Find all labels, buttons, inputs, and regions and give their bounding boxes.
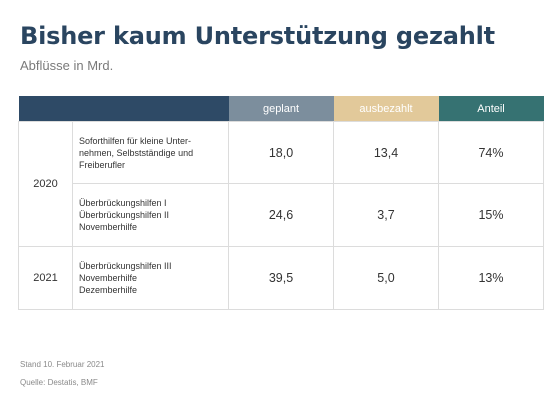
table-row: 2021 Überbrückungshilfen III Novemberhil…: [18, 246, 544, 310]
header-paid: ausbezahlt: [333, 96, 439, 122]
paid-value: 5,0: [333, 246, 439, 310]
share-value: 15%: [438, 183, 544, 247]
footer-date: Stand 10. Februar 2021: [20, 360, 105, 369]
year-cell-2021: 2021: [18, 246, 73, 310]
program-line: Freiberufler: [79, 159, 126, 170]
paid-value: 3,7: [333, 183, 439, 247]
program-line: Überbrückungshilfen I: [79, 198, 167, 208]
program-line: Novemberhilfe: [79, 273, 138, 283]
header-planned: geplant: [228, 96, 334, 122]
program-line: Überbrückungshilfen III: [79, 261, 172, 271]
program-line: Überbrückungshilfen II: [79, 210, 170, 220]
chart-title: Bisher kaum Unterstützung gezahlt: [20, 22, 495, 50]
share-value: 13%: [438, 246, 544, 310]
table-row: 2020 Soforthilfen für kleine Unter- nehm…: [18, 121, 544, 247]
header-share: Anteil: [438, 96, 544, 122]
header-blank: [18, 96, 229, 122]
planned-value: 18,0: [228, 121, 334, 184]
program-cell: Überbrückungshilfen I Überbrückungshilfe…: [72, 183, 229, 247]
planned-value: 39,5: [228, 246, 334, 310]
paid-value: 13,4: [333, 121, 439, 184]
funding-table: geplant ausbezahlt Anteil 2020 Soforthil…: [18, 96, 544, 310]
planned-value: 24,6: [228, 183, 334, 247]
program-line: Dezemberhilfe: [79, 285, 138, 295]
program-cell: Soforthilfen für kleine Unter- nehmen, S…: [72, 121, 229, 184]
share-value: 74%: [438, 121, 544, 184]
table-row: Überbrückungshilfen I Überbrückungshilfe…: [19, 183, 544, 247]
table-header-row: geplant ausbezahlt Anteil: [18, 96, 544, 122]
year-cell-2020: 2020: [18, 121, 73, 247]
program-line: nehmen, Selbstständige und: [79, 147, 194, 158]
program-line: Novemberhilfe: [79, 222, 138, 232]
footer-source: Quelle: Destatis, BMF: [20, 378, 98, 387]
program-cell: Überbrückungshilfen III Novemberhilfe De…: [72, 246, 229, 310]
program-line: Soforthilfen für kleine Unter-: [79, 135, 192, 146]
chart-subtitle: Abflüsse in Mrd.: [20, 58, 114, 73]
